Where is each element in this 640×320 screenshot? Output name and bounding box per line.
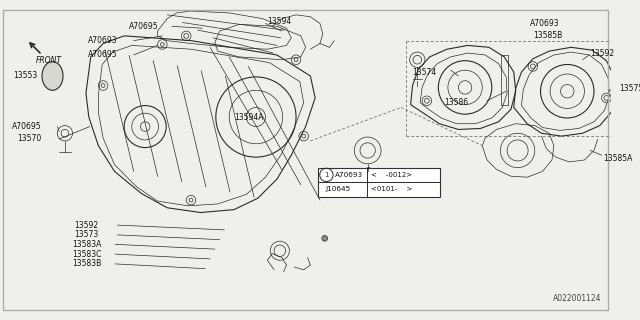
Text: 13585B: 13585B xyxy=(533,31,562,40)
Text: 13583C: 13583C xyxy=(72,250,102,259)
Text: 13574: 13574 xyxy=(413,68,437,77)
Text: 13592: 13592 xyxy=(75,220,99,229)
Text: 13592: 13592 xyxy=(590,49,614,58)
Text: A022001124: A022001124 xyxy=(553,294,602,303)
Circle shape xyxy=(322,236,328,241)
Text: 13553: 13553 xyxy=(13,71,38,80)
Text: 13586: 13586 xyxy=(444,98,468,107)
Text: A70695: A70695 xyxy=(12,122,41,131)
Text: 1: 1 xyxy=(324,172,329,178)
Text: 13585A: 13585A xyxy=(604,154,633,163)
Text: A70695: A70695 xyxy=(88,51,118,60)
Text: <    -0012>: < -0012> xyxy=(371,172,412,178)
Ellipse shape xyxy=(42,62,63,90)
Text: 13594A: 13594A xyxy=(234,113,264,122)
Text: J10645: J10645 xyxy=(326,186,351,192)
FancyBboxPatch shape xyxy=(318,168,440,197)
Text: A70695: A70695 xyxy=(129,22,159,31)
Text: 13573: 13573 xyxy=(75,230,99,239)
Text: A70693: A70693 xyxy=(335,172,363,178)
Text: FRONT: FRONT xyxy=(36,56,62,65)
Text: A70693: A70693 xyxy=(530,19,559,28)
Text: A70693: A70693 xyxy=(88,36,118,45)
Text: 13583B: 13583B xyxy=(72,260,101,268)
Text: 13575: 13575 xyxy=(619,84,640,93)
Text: 13594: 13594 xyxy=(268,17,292,26)
Text: <0101-    >: <0101- > xyxy=(371,186,412,192)
Text: 13583A: 13583A xyxy=(72,240,102,249)
Text: 13570: 13570 xyxy=(17,134,42,143)
